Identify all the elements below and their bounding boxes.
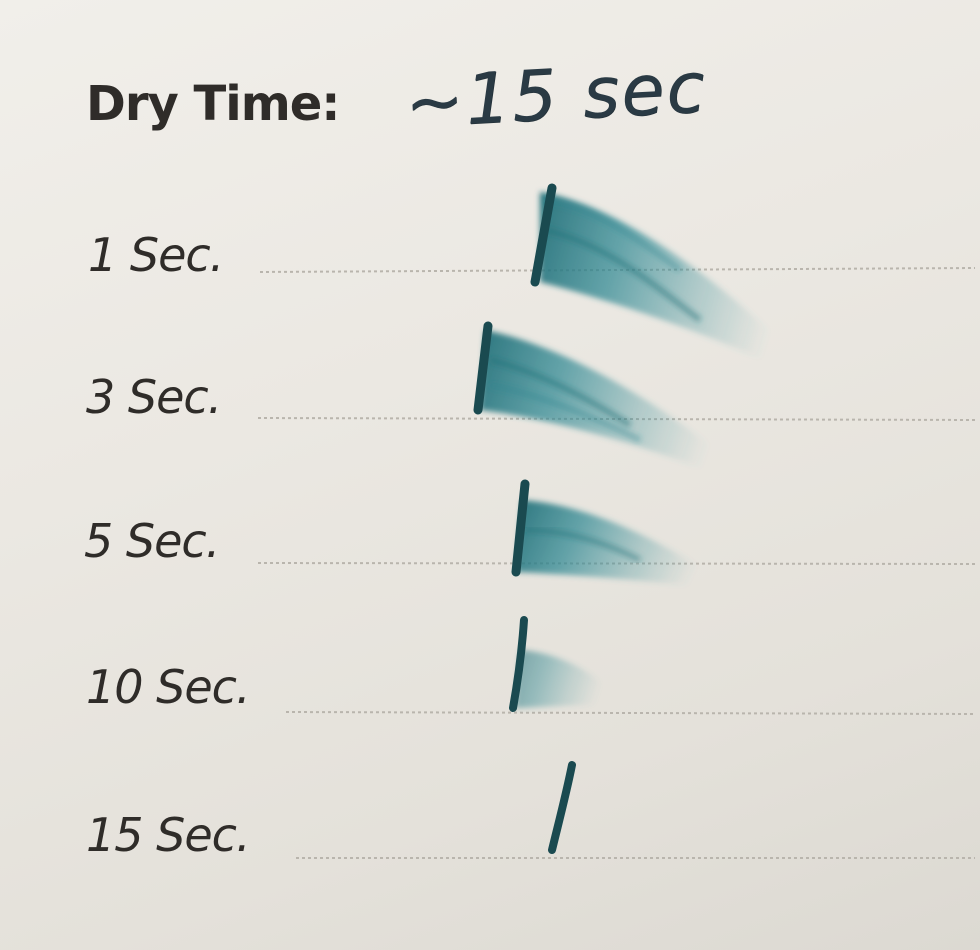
row-label-1-sec: 1 Sec. (88, 228, 224, 282)
row-label-3-sec: 3 Sec. (86, 370, 222, 424)
dotted-line-1-sec (259, 267, 976, 273)
row-label-15-sec: 15 Sec. (86, 808, 251, 862)
ink-smear-1-sec (530, 183, 800, 372)
row-label-5-sec: 5 Sec. (84, 514, 220, 568)
dotted-guide-lines (257, 267, 976, 859)
ink-stroke-15-sec (548, 761, 576, 854)
row-label-10-sec: 10 Sec. (86, 660, 251, 714)
dry-time-heading: Dry Time: (86, 76, 340, 132)
ink-smear-10-sec (509, 616, 610, 712)
ink-smear-5-sec (511, 479, 720, 588)
dotted-line-10-sec (285, 711, 976, 715)
ink-smear-3-sec (473, 321, 740, 478)
